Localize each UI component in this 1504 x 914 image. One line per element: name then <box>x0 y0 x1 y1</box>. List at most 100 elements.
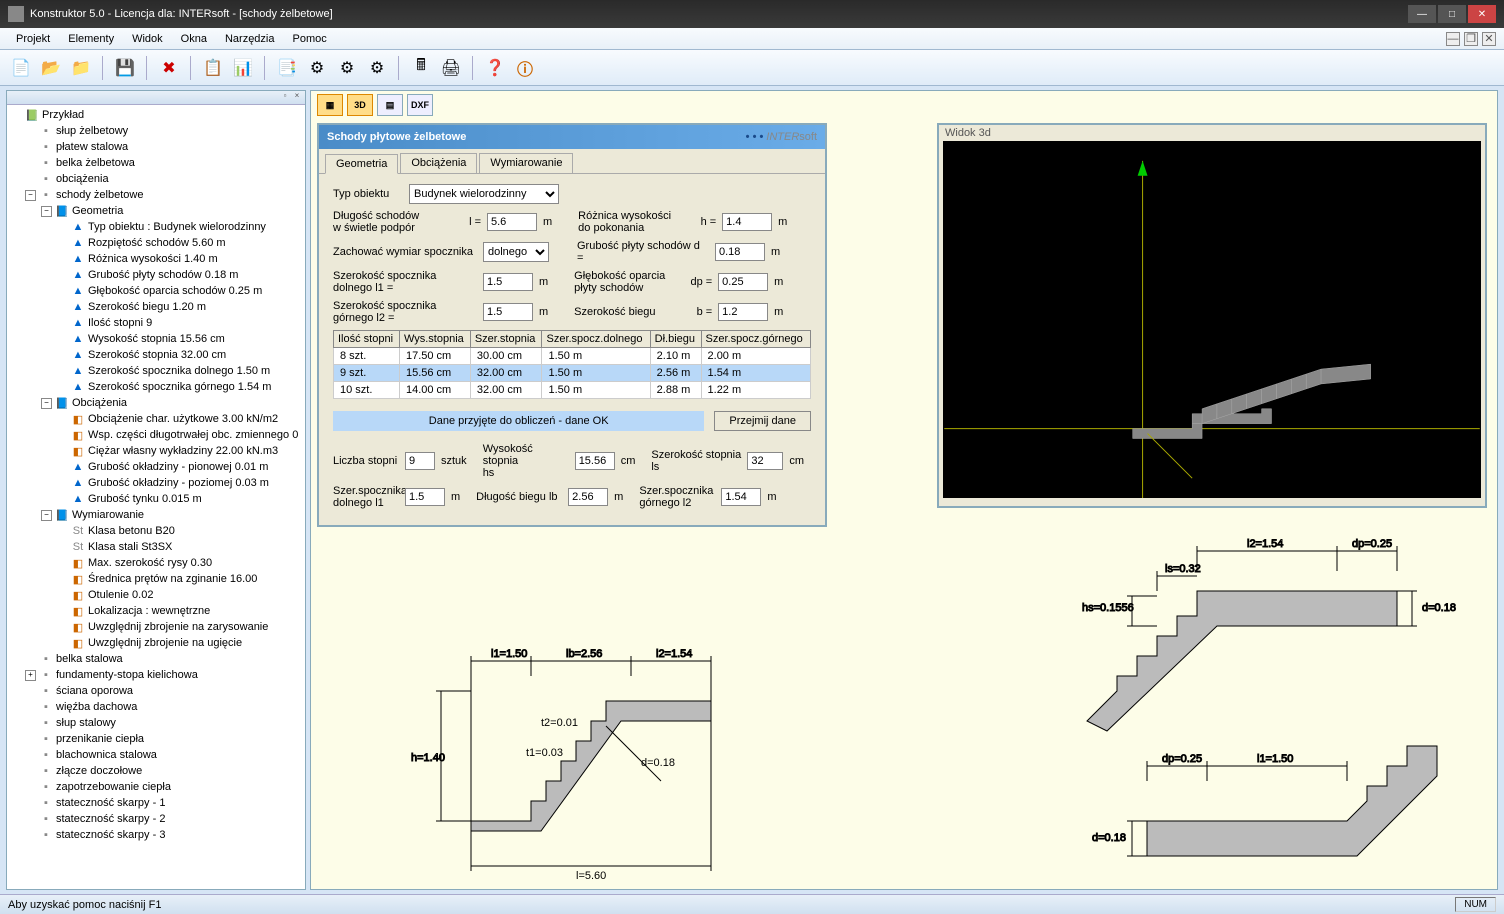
mdi-minimize[interactable]: — <box>1446 32 1460 46</box>
szer-dol-input[interactable] <box>483 273 533 291</box>
tree-node[interactable]: ▲Grubość płyty schodów 0.18 m <box>9 267 303 283</box>
minimize-button[interactable]: — <box>1408 5 1436 23</box>
view-dxf-button[interactable]: DXF <box>407 94 433 116</box>
tree-node[interactable]: ▲Wysokość stopnia 15.56 cm <box>9 331 303 347</box>
dl-biegu-input[interactable] <box>568 488 608 506</box>
grubosc-input[interactable] <box>715 243 765 261</box>
tree-node[interactable]: ▪złącze doczołowe <box>9 763 303 779</box>
tree-node[interactable]: ◧Uwzględnij zbrojenie na ugięcie <box>9 635 303 651</box>
mdi-close[interactable]: ✕ <box>1482 32 1496 46</box>
tree-node[interactable]: −▪schody żelbetowe <box>9 187 303 203</box>
tree-node[interactable]: ▪ściana oporowa <box>9 683 303 699</box>
toolbar-gear1[interactable]: ⚙ <box>304 55 330 81</box>
wys-input[interactable] <box>575 452 615 470</box>
tree-node[interactable]: ▪blachownica stalowa <box>9 747 303 763</box>
tree-node[interactable]: ▲Różnica wysokości 1.40 m <box>9 251 303 267</box>
tree-node[interactable]: ▪stateczność skarpy - 3 <box>9 827 303 843</box>
toolbar-help[interactable]: ❓ <box>482 55 508 81</box>
toolbar-new[interactable]: 📄 <box>8 55 34 81</box>
toolbar-gear2[interactable]: ⚙ <box>334 55 360 81</box>
tree-node[interactable]: ◧Średnica prętów na zginanie 16.00 <box>9 571 303 587</box>
typ-select[interactable]: Budynek wielorodzinny <box>409 184 559 204</box>
table-row[interactable]: 10 szt.14.00 cm32.00 cm1.50 m2.88 m1.22 … <box>334 382 811 399</box>
tree-node[interactable]: ▲Szerokość stopnia 32.00 cm <box>9 347 303 363</box>
view3d-canvas[interactable] <box>943 141 1481 498</box>
menu-projekt[interactable]: Projekt <box>8 31 58 47</box>
menu-okna[interactable]: Okna <box>173 31 215 47</box>
szer-sp-dol-input[interactable] <box>405 488 445 506</box>
toolbar-info[interactable]: ⓘ <box>512 55 538 81</box>
tree-close[interactable]: × <box>291 91 303 103</box>
tree-node[interactable]: ▪belka stalowa <box>9 651 303 667</box>
tree-node[interactable]: ▲Szerokość biegu 1.20 m <box>9 299 303 315</box>
tree-node[interactable]: ▲Szerokość spocznika dolnego 1.50 m <box>9 363 303 379</box>
tree-node[interactable]: ▪słup żelbetowy <box>9 123 303 139</box>
close-button[interactable]: ✕ <box>1468 5 1496 23</box>
tree-node[interactable]: −📘Obciążenia <box>9 395 303 411</box>
tree-node[interactable]: ▪stateczność skarpy - 2 <box>9 811 303 827</box>
przejmij-button[interactable]: Przejmij dane <box>714 411 811 431</box>
view-grid-button[interactable]: ▤ <box>377 94 403 116</box>
tree-node[interactable]: −📘Geometria <box>9 203 303 219</box>
liczba-input[interactable] <box>405 452 435 470</box>
tree-node[interactable]: StKlasa betonu B20 <box>9 523 303 539</box>
tree-node[interactable]: +▪fundamenty-stopa kielichowa <box>9 667 303 683</box>
mdi-restore[interactable]: ❐ <box>1464 32 1478 46</box>
tree-node[interactable]: ▪zapotrzebowanie ciepła <box>9 779 303 795</box>
toolbar-export[interactable]: 📊 <box>230 55 256 81</box>
tree-node[interactable]: ▲Rozpiętość schodów 5.60 m <box>9 235 303 251</box>
menu-elementy[interactable]: Elementy <box>60 31 122 47</box>
tree-node[interactable]: ▲Głębokość oparcia schodów 0.25 m <box>9 283 303 299</box>
roznica-input[interactable] <box>722 213 772 231</box>
tree-node[interactable]: ▪belka żelbetowa <box>9 155 303 171</box>
stairs-table[interactable]: Ilość stopniWys.stopniaSzer.stopniaSzer.… <box>333 330 811 399</box>
tree-node[interactable]: ◧Ciężar własny wykładziny 22.00 kN.m3 <box>9 443 303 459</box>
dlugosc-input[interactable] <box>487 213 537 231</box>
menu-widok[interactable]: Widok <box>124 31 171 47</box>
menu-pomoc[interactable]: Pomoc <box>285 31 335 47</box>
tree-node[interactable]: −📘Wymiarowanie <box>9 507 303 523</box>
table-row[interactable]: 8 szt.17.50 cm30.00 cm1.50 m2.10 m2.00 m <box>334 348 811 365</box>
tree-node[interactable]: StKlasa stali St3SX <box>9 539 303 555</box>
toolbar-calc[interactable]: 🖩 <box>408 55 434 81</box>
tree-node[interactable]: ▲Typ obiektu : Budynek wielorodzinny <box>9 219 303 235</box>
tree-node[interactable]: ◧Obciążenie char. użytkowe 3.00 kN/m2 <box>9 411 303 427</box>
tree-node[interactable]: ◧Lokalizacja : wewnętrzne <box>9 603 303 619</box>
tree-node[interactable]: 📗Przykład <box>9 107 303 123</box>
tree-node[interactable]: ▪płatew stalowa <box>9 139 303 155</box>
toolbar-open2[interactable]: 📁 <box>68 55 94 81</box>
szer-sp-gor-input[interactable] <box>721 488 761 506</box>
tree-pin[interactable]: ▫ <box>279 91 291 103</box>
tree-node[interactable]: ▪stateczność skarpy - 1 <box>9 795 303 811</box>
tree-node[interactable]: ▲Grubość tynku 0.015 m <box>9 491 303 507</box>
tree-node[interactable]: ▲Ilość stopni 9 <box>9 315 303 331</box>
tree-node[interactable]: ▪przenikanie ciepła <box>9 731 303 747</box>
tree-node[interactable]: ▲Grubość okładziny - poziomej 0.03 m <box>9 475 303 491</box>
toolbar-print[interactable]: 🖨 <box>438 55 464 81</box>
tree-node[interactable]: ▲Grubość okładziny - pionowej 0.01 m <box>9 459 303 475</box>
view-2d-button[interactable]: ▦ <box>317 94 343 116</box>
toolbar-delete[interactable]: ✖ <box>156 55 182 81</box>
szer-gor-input[interactable] <box>483 303 533 321</box>
tab-wymiarowanie[interactable]: Wymiarowanie <box>479 153 573 173</box>
tree-node[interactable]: ▪obciążenia <box>9 171 303 187</box>
toolbar-gear3[interactable]: ⚙ <box>364 55 390 81</box>
tab-obciazenia[interactable]: Obciążenia <box>400 153 477 173</box>
toolbar-doc[interactable]: 📋 <box>200 55 226 81</box>
szer-biegu-input[interactable] <box>718 303 768 321</box>
tree-node[interactable]: ◧Wsp. części długotrwałej obc. zmiennego… <box>9 427 303 443</box>
tree-node[interactable]: ◧Max. szerokość rysy 0.30 <box>9 555 303 571</box>
tab-geometria[interactable]: Geometria <box>325 154 398 174</box>
tree-node[interactable]: ◧Otulenie 0.02 <box>9 587 303 603</box>
maximize-button[interactable]: □ <box>1438 5 1466 23</box>
tree-node[interactable]: ▪więźba dachowa <box>9 699 303 715</box>
tree-node[interactable]: ▪słup stalowy <box>9 715 303 731</box>
toolbar-open[interactable]: 📂 <box>38 55 64 81</box>
view-3d-button[interactable]: 3D <box>347 94 373 116</box>
glebokosc-input[interactable] <box>718 273 768 291</box>
toolbar-copy[interactable]: 📑 <box>274 55 300 81</box>
tree-node[interactable]: ◧Uwzględnij zbrojenie na zarysowanie <box>9 619 303 635</box>
table-row[interactable]: 9 szt.15.56 cm32.00 cm1.50 m2.56 m1.54 m <box>334 365 811 382</box>
tree-node[interactable]: ▲Szerokość spocznika górnego 1.54 m <box>9 379 303 395</box>
toolbar-save[interactable]: 💾 <box>112 55 138 81</box>
